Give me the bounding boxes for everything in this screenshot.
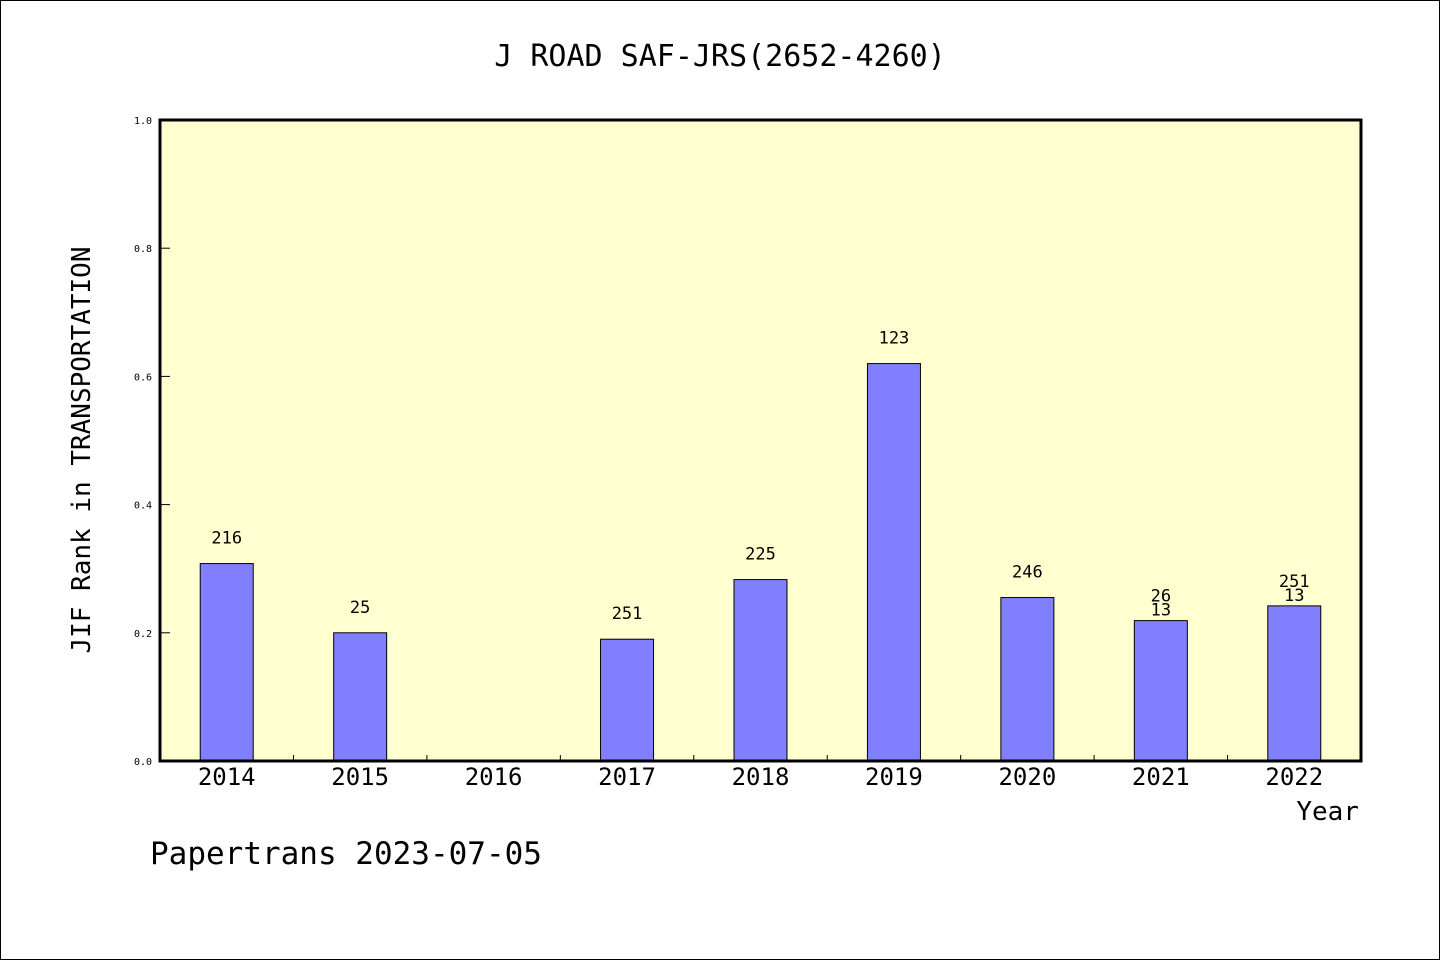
x-axis: 2014 2015 2016 2017 2018 2019 2020 2021 2022 bbox=[198, 755, 1323, 791]
y-tick-label: 0.4 bbox=[134, 501, 152, 512]
data-label: 123 bbox=[879, 329, 910, 349]
x-axis-label: Year bbox=[1296, 797, 1359, 827]
bar-2017 bbox=[600, 638, 655, 762]
data-label: 225 bbox=[745, 545, 776, 565]
footer-text: Papertrans 2023-07-05 bbox=[150, 836, 542, 872]
data-label: 251 bbox=[612, 604, 643, 624]
x-tick-label: 2019 bbox=[865, 763, 923, 791]
x-tick-label: 2020 bbox=[998, 763, 1056, 791]
x-tick-label: 2014 bbox=[198, 763, 256, 791]
plot-border bbox=[158, 118, 1363, 763]
y-tick-label: 0.0 bbox=[134, 757, 152, 768]
x-tick-label: 2017 bbox=[598, 763, 656, 791]
data-label: 216 bbox=[211, 529, 242, 549]
data-label: 25 bbox=[350, 598, 370, 618]
data-label: 13 bbox=[1284, 586, 1304, 606]
bar-2020 bbox=[1000, 597, 1055, 762]
bar-2015 bbox=[333, 632, 388, 762]
x-tick-label: 2022 bbox=[1265, 763, 1323, 791]
y-tick-label: 1.0 bbox=[134, 116, 152, 127]
x-tick-label: 2018 bbox=[732, 763, 790, 791]
y-tick-label: 0.6 bbox=[134, 372, 152, 383]
bar-series bbox=[199, 363, 1322, 762]
y-tick-label: 0.8 bbox=[134, 244, 152, 255]
bar-2019 bbox=[866, 363, 921, 762]
y-tick-label: 0.2 bbox=[134, 629, 152, 640]
data-label: 13 bbox=[1151, 601, 1171, 621]
data-label: 26 bbox=[1151, 587, 1171, 607]
data-label: 246 bbox=[1012, 563, 1043, 583]
x-tick-label: 2016 bbox=[465, 763, 523, 791]
bar-2022 bbox=[1267, 605, 1322, 762]
data-label: 251 bbox=[1279, 572, 1310, 592]
y-axis-label: JIF Rank in TRANSPORTATION bbox=[67, 247, 97, 654]
x-tick-label: 2015 bbox=[331, 763, 389, 791]
y-axis: 0.0 0.2 0.4 0.6 0.8 1.0 bbox=[134, 116, 170, 768]
x-tick-label: 2021 bbox=[1132, 763, 1190, 791]
chart-title: J ROAD SAF-JRS(2652-4260) bbox=[494, 39, 946, 74]
bar-2021 bbox=[1133, 620, 1188, 762]
bar-2018 bbox=[733, 579, 788, 762]
bar-2014 bbox=[199, 563, 254, 762]
